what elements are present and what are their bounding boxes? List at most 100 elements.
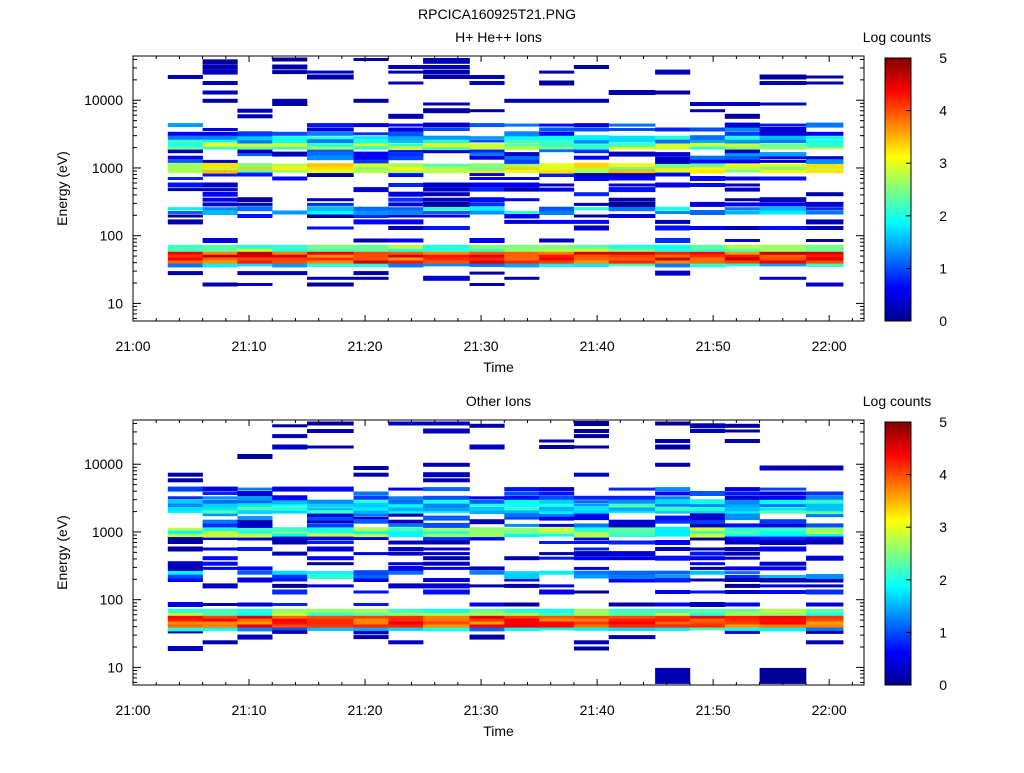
heatmap-cell — [573, 65, 609, 69]
heatmap-cell — [272, 247, 308, 252]
heatmap-cell — [469, 259, 505, 264]
heatmap-cell — [167, 630, 203, 634]
heatmap-cell — [504, 219, 540, 224]
heatmap-cell — [806, 158, 844, 164]
heatmap-cell — [167, 578, 203, 582]
heatmap-cell — [608, 214, 656, 218]
heatmap-cell — [608, 506, 656, 512]
heatmap-cell — [655, 169, 691, 173]
colorbar-tick-label: 3 — [939, 155, 947, 171]
heatmap-cell — [504, 578, 540, 582]
heatmap-cell — [655, 135, 691, 140]
heatmap-cell — [202, 507, 238, 511]
heatmap-cell — [237, 617, 273, 622]
heatmap-cell — [759, 143, 807, 147]
heatmap-cell — [690, 247, 726, 252]
heatmap-cell — [608, 247, 656, 252]
heatmap-cell — [690, 608, 726, 613]
heatmap-cell — [167, 139, 203, 143]
heatmap-cell — [272, 617, 308, 622]
heatmap-cell — [806, 523, 844, 528]
heatmap-cell — [759, 139, 807, 143]
heatmap-cell — [237, 166, 273, 170]
heatmap-cell — [388, 81, 424, 85]
heatmap-cell — [237, 256, 273, 261]
heatmap-cell — [655, 444, 691, 450]
heatmap-cell — [690, 503, 726, 507]
heatmap-cell — [690, 620, 726, 625]
heatmap-cell — [608, 608, 656, 613]
heatmap-cell — [759, 527, 807, 532]
heatmap-cell — [806, 589, 844, 595]
heatmap-cell — [573, 98, 609, 103]
y-tick-label: 10000 — [84, 456, 123, 472]
heatmap-cell — [504, 135, 540, 140]
heatmap-cell — [690, 516, 726, 521]
heatmap-cell — [655, 253, 691, 258]
heatmap-cell — [724, 166, 760, 170]
heatmap-cell — [469, 165, 505, 171]
heatmap-cell — [655, 487, 691, 492]
heatmap-cell — [539, 491, 575, 496]
heatmap-cell — [504, 123, 540, 127]
heatmap-cell — [690, 510, 726, 514]
heatmap-cell — [504, 487, 540, 492]
heatmap-cell — [469, 145, 505, 150]
heatmap-cell — [724, 499, 760, 505]
heatmap-cell — [608, 635, 656, 640]
heatmap-cell — [759, 226, 807, 230]
heatmap-cell — [237, 202, 273, 206]
heatmap-cell — [202, 139, 238, 143]
heatmap-cell — [655, 533, 691, 537]
heatmap-cell — [806, 555, 844, 561]
heatmap-cell — [724, 617, 760, 622]
heatmap-cell — [806, 81, 844, 85]
heatmap-cell — [539, 512, 575, 517]
heatmap-cell — [272, 131, 308, 136]
heatmap-cell — [724, 575, 760, 578]
heatmap-cell — [353, 187, 389, 193]
heatmap-cell — [469, 614, 505, 619]
heatmap-cell — [388, 250, 424, 255]
heatmap-cell — [724, 135, 760, 140]
heatmap-cell — [539, 139, 575, 143]
heatmap-cell — [469, 499, 505, 504]
heatmap-cell — [237, 148, 273, 154]
heatmap-cell — [655, 142, 691, 147]
heatmap-cell — [690, 566, 726, 570]
heatmap-cell — [307, 429, 354, 433]
heatmap-cell — [353, 276, 389, 280]
heatmap-cell — [759, 159, 807, 163]
heatmap-cell — [504, 250, 540, 255]
heatmap-cell — [388, 145, 424, 151]
heatmap-cell — [202, 527, 238, 532]
heatmap-cell — [307, 530, 354, 534]
heatmap-cell — [690, 250, 726, 255]
heatmap-cell — [469, 136, 505, 140]
heatmap-cell — [806, 530, 844, 534]
heatmap-cell — [806, 584, 844, 588]
heatmap-cell — [573, 556, 609, 561]
heatmap-cell — [388, 502, 424, 508]
heatmap-cell — [167, 75, 203, 79]
heatmap-cell — [237, 495, 273, 501]
heatmap-cell — [806, 169, 844, 174]
heatmap-cell — [504, 523, 540, 527]
colorbar-label: Log counts — [863, 29, 932, 45]
x-tick-label: 21:50 — [696, 338, 731, 354]
x-tick-label: 21:40 — [580, 338, 615, 354]
heatmap-cell — [202, 259, 238, 264]
heatmap-cell — [573, 138, 609, 144]
heatmap-cell — [272, 589, 308, 595]
heatmap-cell — [307, 503, 354, 507]
heatmap-cell — [272, 499, 308, 505]
heatmap-cell — [724, 210, 760, 215]
heatmap-cell — [690, 102, 726, 106]
heatmap-cell — [573, 202, 609, 206]
heatmap-cell — [608, 256, 656, 261]
heatmap-cell — [469, 617, 505, 622]
heatmap-cell — [423, 187, 470, 192]
heatmap-cell — [202, 197, 238, 202]
heatmap-cell — [237, 509, 273, 515]
heatmap-cell — [202, 182, 238, 188]
